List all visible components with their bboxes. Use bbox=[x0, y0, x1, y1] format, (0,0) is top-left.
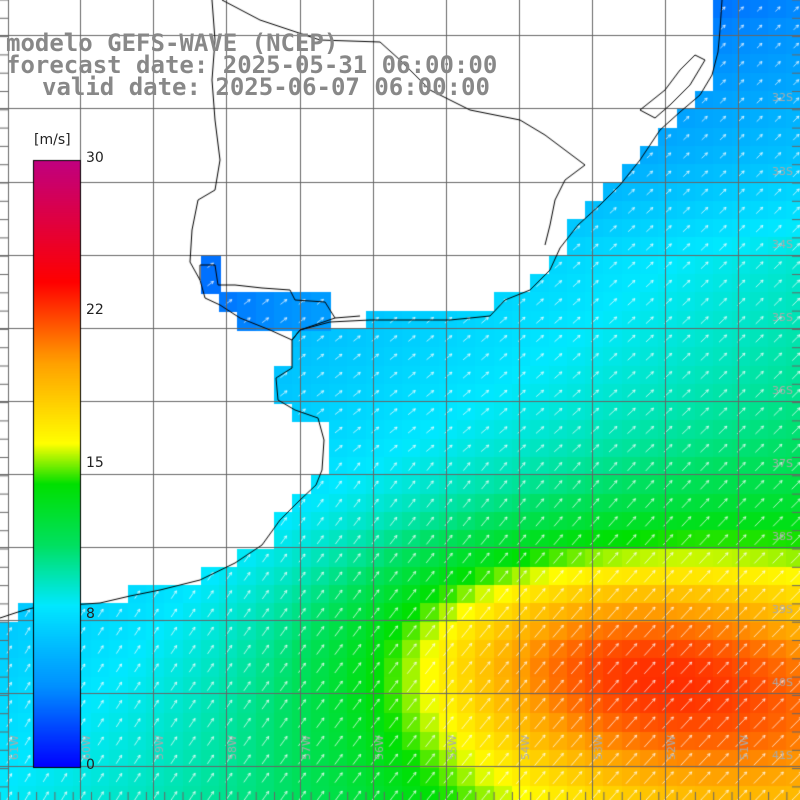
valid-date: valid date: 2025-06-07 06:00:00 bbox=[42, 73, 490, 101]
colorbar-tick-15: 15 bbox=[86, 455, 104, 471]
colorbar-tick-22: 22 bbox=[86, 302, 104, 318]
colorbar-tick-8: 8 bbox=[86, 606, 95, 622]
colorbar-tick-30: 30 bbox=[86, 150, 104, 166]
model-title: modelo GEFS-WAVE (NCEP) bbox=[6, 29, 339, 57]
forecast-date: forecast date: 2025-05-31 06:00:00 bbox=[6, 51, 498, 79]
colorbar-tick-0: 0 bbox=[86, 757, 95, 773]
colorbar-unit: [m/s] bbox=[34, 132, 71, 148]
